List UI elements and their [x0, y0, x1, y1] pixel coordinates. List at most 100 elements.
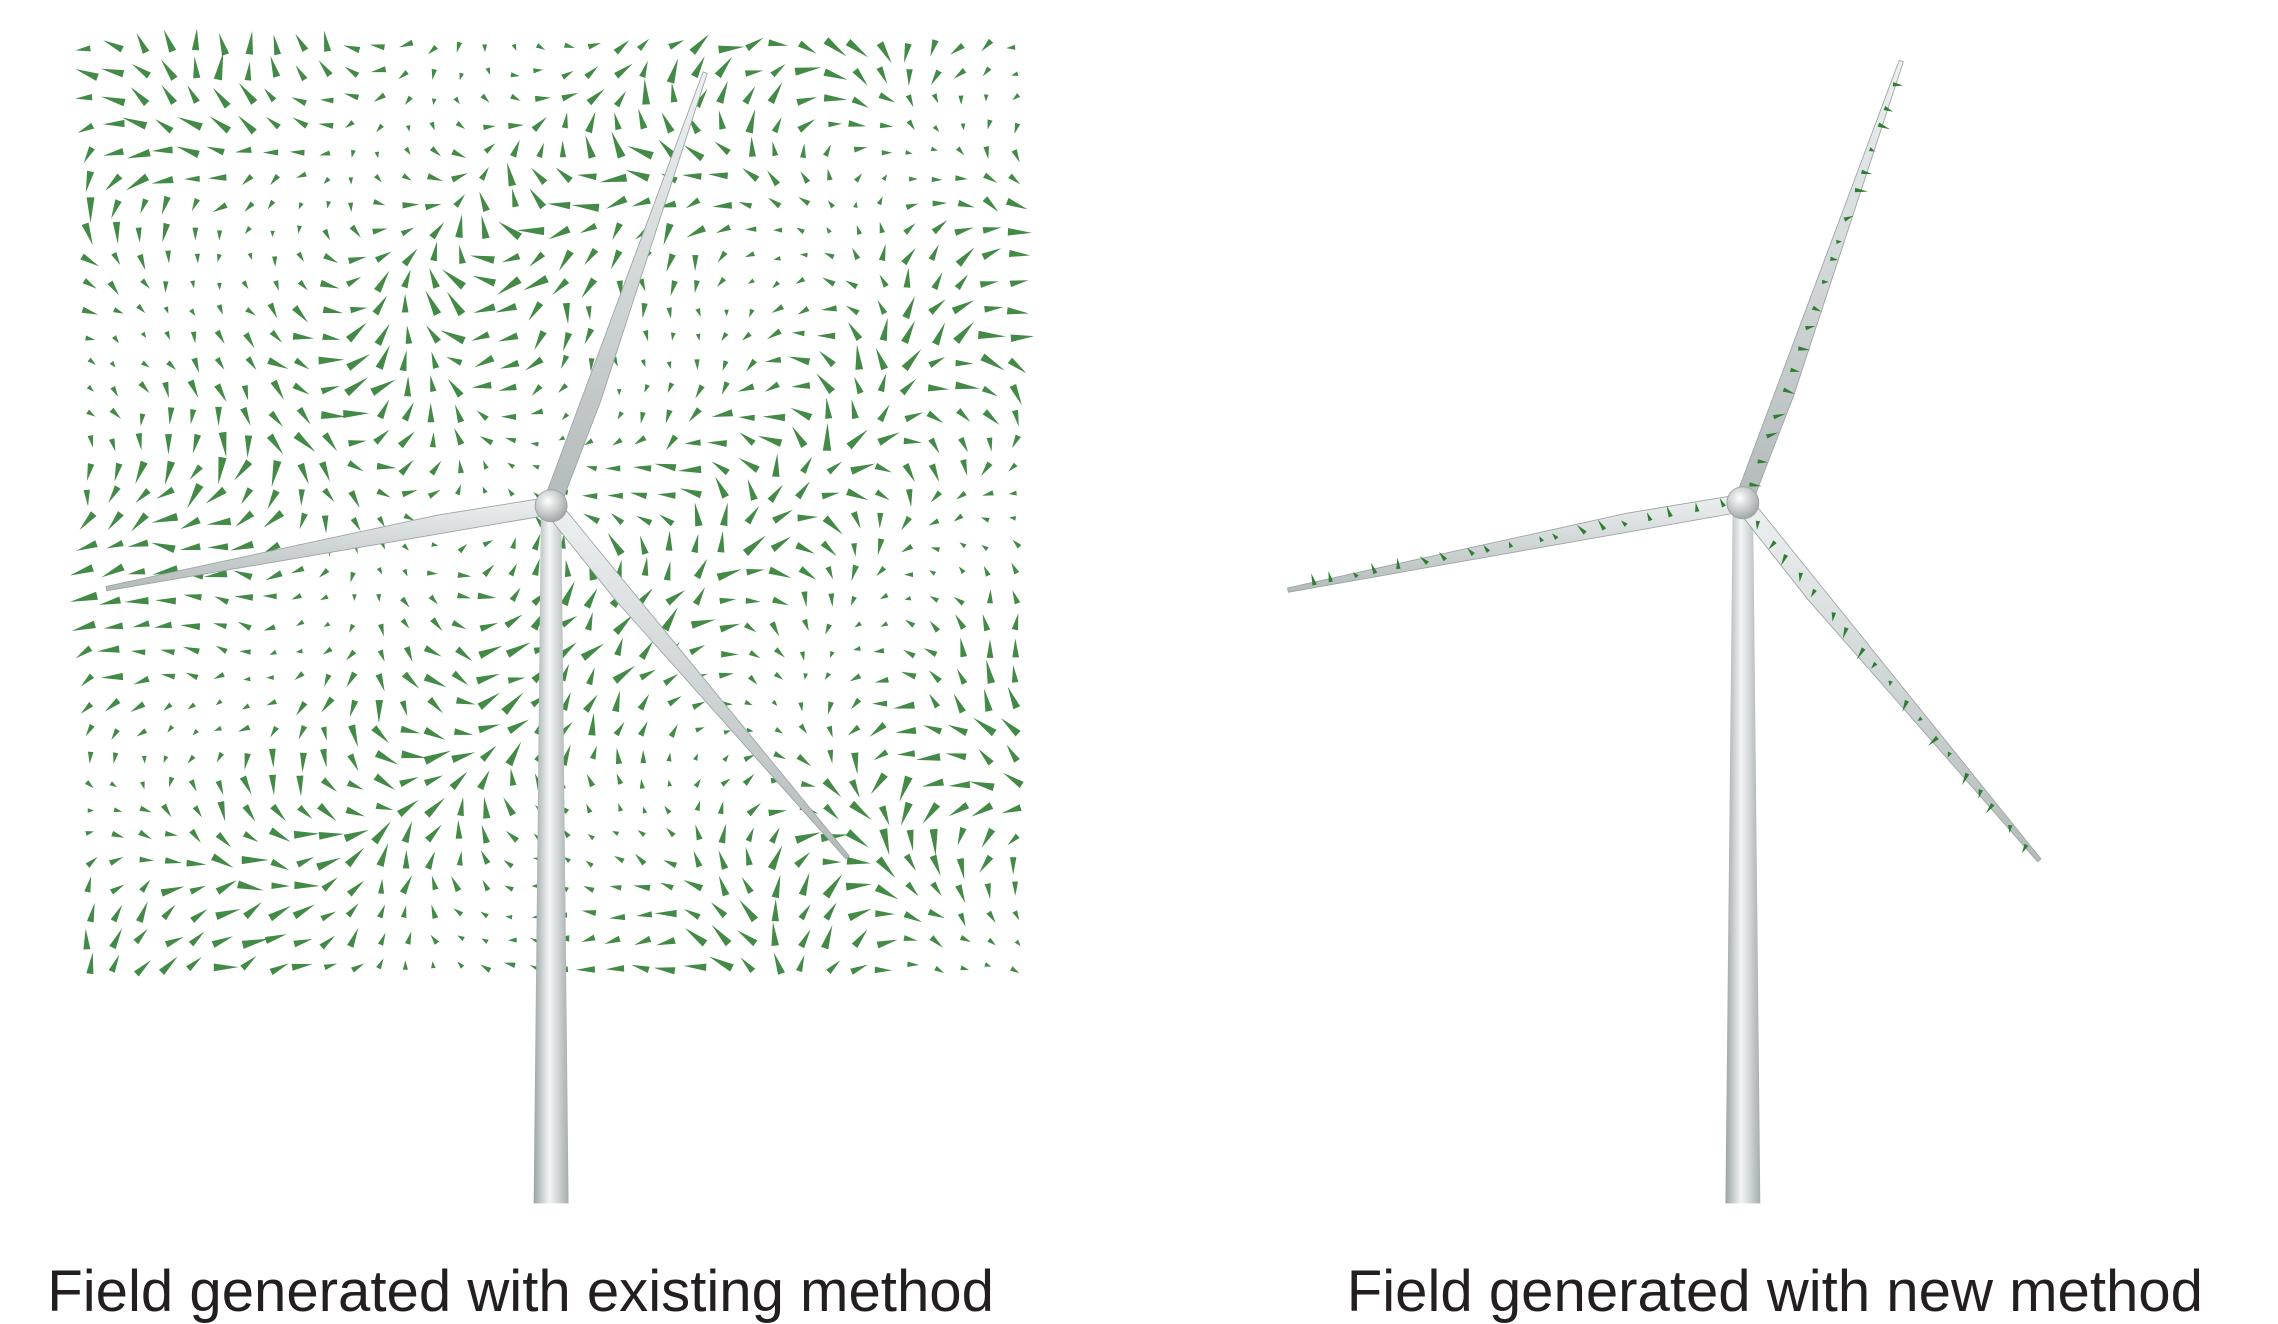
vector-arrow — [84, 490, 90, 507]
vector-arrow — [237, 881, 264, 891]
vector-arrow — [712, 202, 732, 209]
vector-arrow — [345, 67, 360, 78]
vector-arrow — [297, 805, 312, 819]
vector-arrow — [983, 409, 1000, 425]
vector-arrow — [932, 220, 948, 234]
vector-arrow — [132, 64, 151, 78]
vector-arrow — [131, 649, 146, 655]
vector-arrow — [113, 752, 118, 763]
vector-arrow — [272, 460, 282, 487]
vector-arrow — [561, 93, 578, 102]
vector-arrow — [155, 597, 176, 604]
vector-arrow — [402, 248, 418, 266]
vector-arrow — [880, 318, 888, 341]
vector-arrow — [505, 742, 521, 766]
vector-arrow — [1010, 384, 1022, 405]
vector-arrow — [346, 650, 356, 661]
vector-arrow — [795, 481, 810, 499]
vector-arrow — [140, 781, 145, 789]
vector-arrow — [230, 541, 254, 551]
vector-arrow — [719, 850, 729, 870]
vector-arrow — [377, 399, 389, 419]
vector-arrow — [481, 215, 489, 239]
vector-arrow — [76, 540, 97, 551]
vector-arrow — [823, 69, 847, 80]
vector-arrow — [872, 701, 887, 707]
vector-arrow — [800, 651, 805, 660]
vector-arrow — [716, 81, 728, 104]
vector-arrow — [971, 802, 993, 816]
vector-arrow — [743, 535, 766, 556]
vector-arrow — [907, 961, 919, 967]
vector-arrow — [721, 778, 731, 786]
vector-arrow — [269, 827, 291, 842]
vector-arrow — [928, 909, 945, 918]
vector-arrow — [76, 645, 92, 658]
caption: Field generated with existing method — [47, 1259, 994, 1324]
vector-arrow — [344, 93, 359, 100]
vector-arrow — [299, 202, 304, 209]
vector-arrow — [719, 876, 730, 897]
vector-arrow — [163, 702, 172, 711]
vector-arrow — [103, 148, 124, 156]
vector-arrow — [739, 432, 755, 445]
vector-arrow — [454, 728, 473, 735]
vector-arrow — [184, 176, 200, 182]
vector-arrow — [765, 357, 781, 363]
vector-arrow — [614, 722, 625, 736]
vector-arrow — [459, 73, 464, 81]
vector-arrow — [987, 119, 992, 129]
vector-arrow — [563, 332, 572, 351]
vector-arrow — [664, 806, 671, 814]
vector-arrow — [214, 52, 223, 80]
vector-arrow — [685, 928, 708, 947]
vector-arrow — [689, 34, 709, 55]
vector-arrow — [88, 808, 94, 813]
vector-arrow — [671, 83, 678, 103]
vector-arrow — [1012, 881, 1018, 895]
vector-arrow — [406, 125, 410, 132]
vector-arrow — [795, 832, 821, 844]
vector-arrow — [267, 434, 284, 455]
vector-arrow — [745, 226, 756, 231]
vector-arrow — [323, 647, 333, 655]
vector-arrow — [510, 537, 516, 549]
vector-arrow — [798, 702, 803, 711]
vector-arrow — [215, 357, 225, 370]
vector-arrow — [137, 33, 150, 54]
vector-arrow — [881, 621, 889, 627]
vector-arrow — [981, 39, 993, 52]
vector-arrow — [378, 624, 384, 637]
vector-arrow — [377, 904, 385, 918]
vector-arrow — [101, 97, 125, 107]
vector-arrow — [983, 227, 1002, 234]
vector-arrow — [901, 516, 912, 531]
vector-arrow — [86, 724, 95, 736]
vector-arrow — [926, 411, 943, 424]
vector-arrow — [631, 965, 649, 973]
vector-arrow — [371, 66, 386, 72]
vector-arrow — [138, 381, 149, 393]
vector-arrow — [474, 355, 494, 367]
vector-arrow — [849, 779, 860, 798]
vector-arrow — [852, 68, 867, 86]
vector-arrow — [772, 454, 779, 477]
vector-arrow — [83, 929, 90, 950]
vector-arrow — [638, 694, 650, 711]
vector-arrow — [708, 172, 728, 179]
vector-arrow — [743, 774, 755, 786]
vector-arrow — [719, 110, 726, 129]
vector-arrow — [1011, 71, 1018, 75]
vector-arrow — [691, 619, 716, 628]
vector-arrow — [612, 666, 635, 684]
vector-arrow — [323, 306, 343, 313]
vector-arrow — [932, 323, 945, 346]
vector-arrow — [767, 328, 782, 339]
vector-arrow — [847, 857, 871, 865]
vector-arrow — [263, 149, 278, 155]
vector-arrow — [612, 438, 622, 446]
vector-arrow — [114, 463, 122, 482]
vector-arrow — [374, 174, 382, 182]
vector-arrow — [671, 280, 678, 296]
blade — [1736, 497, 2041, 861]
